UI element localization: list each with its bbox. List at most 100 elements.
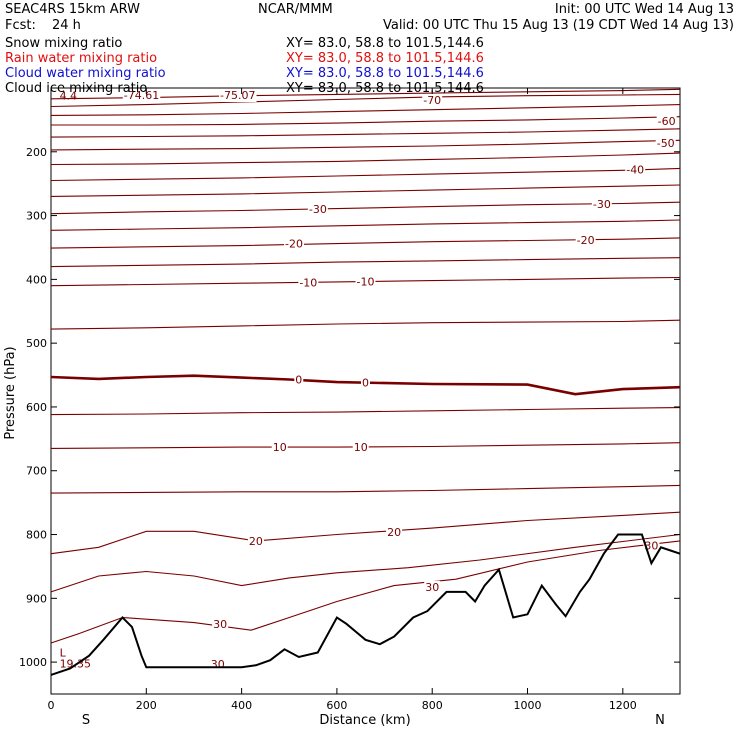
- contour-line-m60: [51, 116, 681, 126]
- x-tick-label: 200: [136, 699, 157, 712]
- field-xy-cloud-ice: XY= 83.0, 58.8 to 101.5,144.6: [286, 81, 484, 96]
- field-name-cloud-water: Cloud water mixing ratio: [5, 66, 166, 81]
- fcst-label: Fcst:: [5, 18, 36, 33]
- plot-frame: [50, 87, 681, 695]
- y-tick-label: 300: [26, 210, 47, 223]
- contour-label-bg: [122, 89, 161, 103]
- contour-label-bg: [424, 580, 441, 594]
- contour-line-15: [50, 484, 681, 494]
- contour-label-bg: [625, 163, 646, 177]
- contour-line-m40: [50, 167, 681, 182]
- contour-label: -70: [423, 94, 441, 107]
- field-xy-rain: XY= 83.0, 58.8 to 101.5,144.6: [286, 51, 484, 66]
- contour-label: 30: [644, 539, 658, 552]
- contour-layer: [50, 88, 681, 644]
- contour-label: -10: [357, 275, 375, 288]
- axes-layer: 0 200 400 600 800 1000 12002003004005006007008…: [19, 88, 680, 712]
- y-tick-label: 200: [26, 146, 47, 159]
- y-tick-label: 1000: [19, 656, 47, 669]
- contour-line-m65: [50, 104, 681, 116]
- contour-label-bg: [656, 115, 677, 129]
- contour-label: 10: [354, 441, 368, 454]
- contour-label-bg: [355, 275, 376, 289]
- contour-label: -20: [285, 238, 303, 251]
- contour-label: -20: [577, 234, 595, 247]
- contour-label: 30: [213, 618, 227, 631]
- y-tick-label: 700: [26, 465, 47, 478]
- valid-time: Valid: 00 UTC Thu 15 Aug 13 (19 CDT Wed …: [383, 18, 734, 33]
- contour-label-bg: [284, 237, 305, 251]
- y-tick-label: 800: [26, 529, 47, 542]
- corner-label: L: [60, 647, 67, 660]
- contour-label-bg: [212, 617, 229, 631]
- y-tick-label: 400: [26, 273, 47, 286]
- contour-label: 0: [362, 377, 369, 390]
- contour-label: 20: [387, 526, 401, 539]
- x-axis-title: Distance (km): [319, 713, 410, 728]
- contour-label-bg: [575, 233, 596, 247]
- contour-label-bg: [352, 441, 369, 455]
- contour-label-bg: [271, 441, 288, 455]
- contour-label-bg: [655, 136, 676, 150]
- contour-line-0: [50, 374, 681, 396]
- contour-label-layer: -74.61 -75.07 -70 -60 -50 -40 -30 -30 -20 -20 -10 -…: [60, 89, 677, 672]
- contour-label: -75.07: [220, 89, 255, 102]
- contour-label-bg: [219, 89, 257, 103]
- x-tick-label: 1000: [514, 699, 542, 712]
- contour-line-m25: [50, 219, 681, 231]
- contour-line-10: [50, 442, 681, 449]
- contour-label: -60: [658, 115, 676, 128]
- y-axis-title: Pressure (hPa): [3, 346, 18, 439]
- contour-line-25: [50, 533, 681, 593]
- contour-label: -50: [657, 137, 675, 150]
- init-time: Init: 00 UTC Wed 14 Aug 13: [555, 2, 734, 17]
- field-name-snow: Snow mixing ratio: [5, 36, 122, 51]
- center-name: NCAR/MMM: [258, 2, 333, 17]
- contour-label: -10: [299, 277, 317, 290]
- x-end-label-south: S: [82, 713, 90, 728]
- contour-label-bg: [591, 198, 612, 212]
- x-tick-label: 0: [48, 699, 55, 712]
- field-name-cloud-ice: Cloud ice mixing ratio: [5, 81, 147, 96]
- contour-label: -30: [593, 198, 611, 211]
- contour-line-m45: [50, 152, 681, 166]
- contour-label-bg: [294, 373, 304, 387]
- contour-label: 30: [425, 581, 439, 594]
- x-tick-label: 800: [422, 699, 443, 712]
- fcst-value: 24 h: [52, 18, 81, 33]
- x-tick-label: 400: [231, 699, 252, 712]
- contour-line-m10: [50, 276, 681, 287]
- y-tick-label: 500: [26, 337, 47, 350]
- contour-label-bg: [298, 276, 319, 290]
- contour-label: 10: [273, 441, 287, 454]
- contour-label: 0: [295, 374, 302, 387]
- y-tick-label: 900: [26, 592, 47, 605]
- contour-line-m35: [50, 184, 681, 197]
- contour-line-5: [50, 407, 681, 416]
- contour-label-bg: [247, 534, 264, 548]
- contour-label-bg: [386, 525, 403, 539]
- field-xy-cloud-water: XY= 83.0, 58.8 to 101.5,144.6: [286, 66, 484, 81]
- contour-line-m15: [50, 257, 681, 268]
- corner-label: 4.4: [60, 90, 77, 103]
- contour-line-m5: [50, 319, 681, 330]
- field-xy-snow: XY= 83.0, 58.8 to 101.5,144.6: [286, 36, 484, 51]
- contour-line-m20: [50, 237, 681, 249]
- contour-label-bg: [422, 94, 443, 108]
- terrain-layer: [50, 533, 681, 676]
- terrain-line: [50, 533, 681, 676]
- contour-line-20: [50, 511, 681, 555]
- contour-line-m75: [50, 88, 681, 100]
- contour-line-m70: [50, 93, 681, 108]
- model-title: SEAC4RS 15km ARW: [5, 2, 140, 17]
- contour-label: -30: [309, 203, 327, 216]
- y-tick-label: 600: [26, 401, 47, 414]
- field-name-rain: Rain water mixing ratio: [5, 51, 157, 66]
- x-tick-label: 1200: [609, 699, 637, 712]
- contour-label: -74.61: [124, 89, 159, 102]
- contour-label: 30: [211, 658, 225, 671]
- x-tick-label: 600: [326, 699, 347, 712]
- contour-line-m50: [50, 139, 681, 151]
- contour-line-m55: [50, 128, 681, 138]
